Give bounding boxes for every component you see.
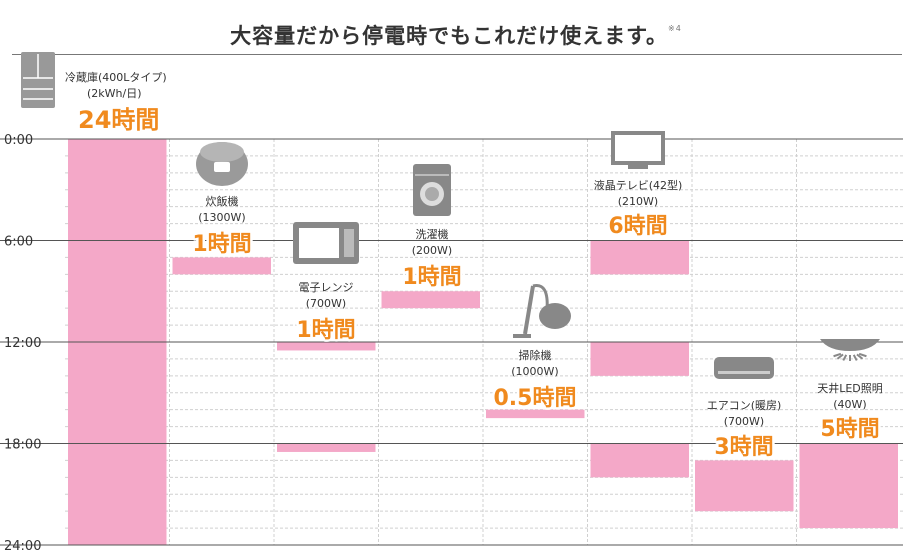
appliance-labels: 冷蔵庫(400Lタイプ)(2kWh/日)24時間炊飯機(1300W)1時間電子レ… (21, 52, 883, 463)
bar-segment (277, 342, 376, 351)
bar-segment (590, 443, 689, 478)
appliance-power: (1000W) (511, 365, 558, 378)
usage-hours-label: 3時間 (714, 435, 773, 460)
chart-title-text: 大容量だから停電時でもこれだけ使えます。 (230, 24, 669, 48)
usage-hours-label: 24時間 (78, 106, 159, 134)
bar-segment (799, 443, 898, 529)
appliance-power: (700W) (306, 297, 346, 310)
appliance-name: 電子レンジ (299, 281, 354, 294)
microwave-icon (293, 222, 359, 264)
appliance-6: エアコン(暖房) (700W) 3時間 (707, 357, 782, 463)
appliance-name: エアコン(暖房) (707, 399, 782, 412)
rice-cooker-icon (196, 142, 248, 186)
usage-hours-label: 1時間 (192, 232, 251, 257)
washing-machine-icon (413, 164, 451, 216)
chart-title: 大容量だから停電時でもこれだけ使えます。※4 (0, 20, 912, 50)
tv-icon (611, 131, 665, 169)
appliance-power: (40W) (833, 398, 866, 411)
vacuum-icon (513, 284, 571, 338)
appliance-7: 天井LED照明 (40W) 5時間 (817, 339, 883, 445)
appliance-power: (1300W) (198, 211, 245, 224)
appliance-0: 冷蔵庫(400Lタイプ) (2kWh/日) 24時間 (21, 52, 167, 137)
appliance-4: 掃除機 (1000W) 0.5時間 (491, 284, 579, 414)
appliance-name: 冷蔵庫(400Lタイプ) (65, 70, 167, 84)
y-tick-label: 24:00 (4, 539, 41, 554)
bar-segment (172, 257, 271, 275)
appliance-name: 液晶テレビ(42型) (594, 178, 683, 192)
appliance-name: 掃除機 (519, 348, 552, 362)
appliance-power: (210W) (618, 195, 658, 208)
bar-segment (590, 240, 689, 275)
usage-hours-label: 1時間 (296, 318, 355, 343)
usage-hours-label: 6時間 (608, 214, 667, 239)
bar-segment (695, 460, 794, 512)
y-axis: 0:00 6:00 12:00 18:00 24:00 (0, 133, 903, 554)
y-tick-label: 0:00 (4, 133, 33, 148)
y-tick-label: 12:00 (4, 336, 41, 351)
bar-segment (381, 291, 480, 309)
usage-hours-label: 5時間 (820, 417, 879, 442)
bar-segment (590, 342, 689, 376)
appliance-name: 天井LED照明 (817, 381, 883, 395)
ceiling-light-icon (820, 339, 880, 361)
appliance-power: (700W) (724, 415, 764, 428)
y-tick-label: 18:00 (4, 438, 41, 453)
appliance-2: 電子レンジ (700W) 1時間 (293, 222, 359, 346)
fridge-icon (21, 52, 55, 108)
appliance-power: (2kWh/日) (87, 87, 142, 100)
appliance-3: 洗濯機 (200W) 1時間 (400, 164, 464, 293)
usage-hours-label: 0.5時間 (494, 386, 577, 411)
usage-hours-label: 1時間 (402, 265, 461, 290)
appliance-name: 洗濯機 (416, 227, 449, 241)
appliance-1: 炊飯機 (1300W) 1時間 (190, 142, 254, 260)
appliance-5: 液晶テレビ(42型) (210W) 6時間 (594, 131, 683, 242)
appliance-power: (200W) (412, 244, 452, 257)
title-divider (12, 54, 902, 55)
footnote-marker: ※4 (668, 24, 682, 33)
bar-segment (277, 443, 376, 452)
appliance-name: 炊飯機 (206, 194, 239, 208)
air-conditioner-icon (714, 357, 774, 379)
y-tick-label: 6:00 (4, 235, 33, 250)
bar-segment (486, 409, 585, 419)
